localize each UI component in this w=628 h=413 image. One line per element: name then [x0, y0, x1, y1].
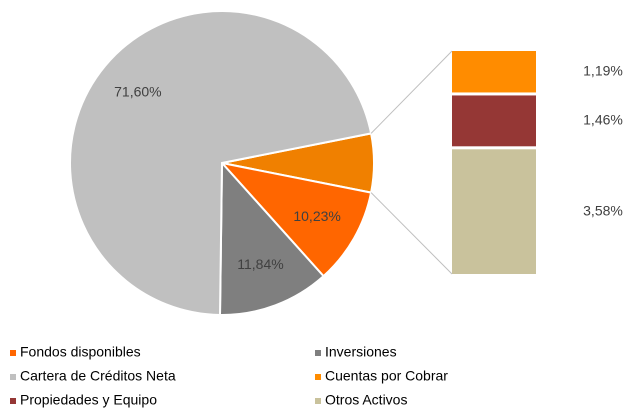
legend-label: Propiedades y Equipo	[20, 392, 157, 408]
legend-label: Fondos disponibles	[20, 344, 141, 360]
legend-marker	[315, 374, 321, 380]
legend-label: Otros Activos	[325, 392, 407, 408]
legend-label: Cartera de Créditos Neta	[20, 368, 176, 384]
data-label: 3,58%	[583, 202, 623, 218]
bar-segment	[452, 95, 536, 147]
legend-marker	[315, 350, 321, 356]
legend-label: Inversiones	[325, 344, 397, 360]
connector-line	[370, 50, 453, 134]
pie-slice	[218, 160, 325, 316]
bar-segment	[452, 51, 536, 93]
pie-slice	[219, 161, 373, 278]
data-label: 1,19%	[583, 62, 623, 78]
connector-line	[370, 192, 453, 275]
data-label: 11,84%	[237, 256, 283, 272]
data-label: 71,60%	[114, 84, 161, 100]
pie-slice	[69, 10, 373, 317]
data-label: 1,46%	[583, 112, 623, 128]
legend-label: Cuentas por Cobrar	[325, 368, 448, 384]
legend-marker	[10, 350, 16, 356]
legend-marker	[10, 398, 16, 404]
data-label: 10,23%	[293, 208, 340, 224]
legend-marker	[315, 398, 321, 404]
bar-segment	[452, 149, 536, 274]
legend-marker	[10, 374, 16, 380]
